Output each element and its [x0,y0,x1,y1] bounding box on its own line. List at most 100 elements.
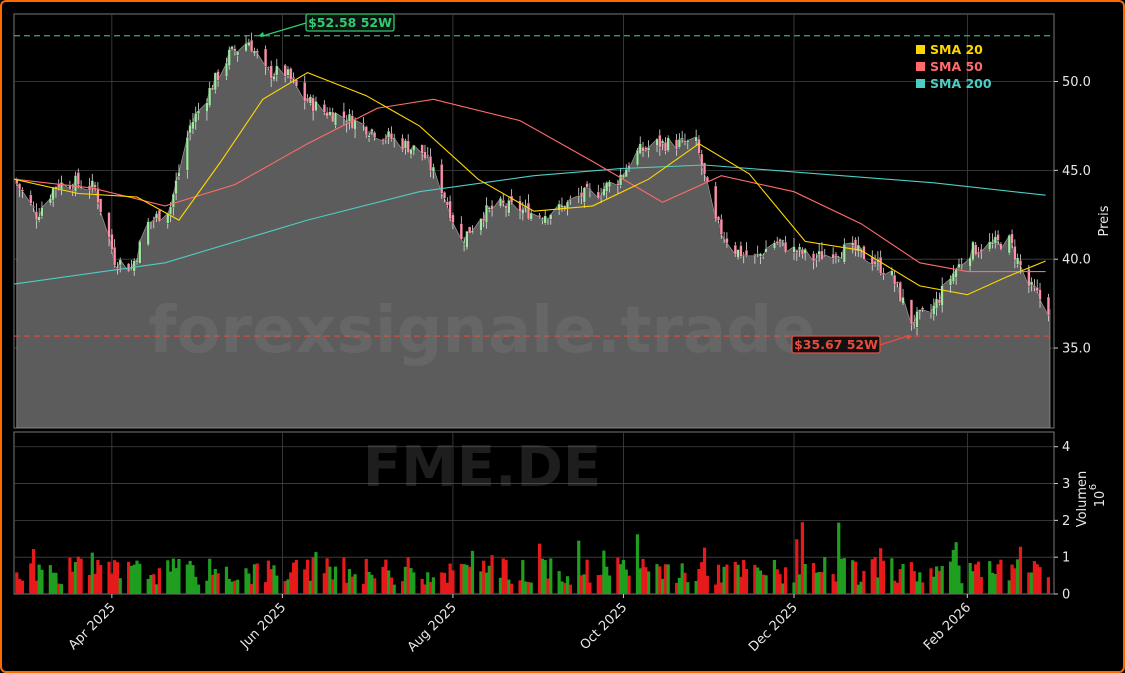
candle-body [1007,235,1011,254]
candle-body [314,101,318,111]
candle-body [812,253,816,262]
candle-body [722,238,726,240]
candle-body [406,140,410,153]
volume-bar [196,584,201,594]
candle-body [403,140,407,149]
candle-body [146,221,150,246]
volume-bar [370,574,374,594]
volume-bar [839,558,844,594]
candle-body [784,241,788,253]
volume-bar [859,581,863,594]
candle-body [409,149,413,155]
candle-body [76,172,80,185]
candle-body [703,162,706,175]
candle-body [381,139,385,142]
volume-bar [543,560,547,594]
volume-bar [1046,577,1051,594]
volume-bar [71,571,75,594]
candle-body [717,216,720,221]
candle-body [96,188,100,203]
candle-body [149,221,153,223]
volume-bar [1035,564,1039,594]
volume-bar [895,582,900,594]
candle-body [71,189,75,192]
volume-bar [224,566,229,594]
candle-body [661,140,665,144]
candle-body [608,181,611,188]
time-tick-label: Oct 2025 [577,600,630,653]
volume-bar [616,557,620,594]
volume-bar [674,582,679,594]
candle-body [236,51,240,56]
candle-body [468,226,472,234]
volume-bar [716,564,721,594]
volume-bar [918,572,922,594]
candlestick-series [15,32,1050,336]
candle-body [211,87,214,91]
volume-bar [127,561,131,594]
candle-body [135,260,139,263]
volume-bar [834,581,838,594]
volume-bar [602,550,606,594]
time-tick-label: Feb 2026 [921,600,974,653]
volume-bar [392,584,396,594]
candle-body [800,249,804,255]
volume-bar [250,583,254,594]
candle-body [479,218,483,231]
volume-bar [960,583,964,594]
volume-multiplier-exponent: 6 [1088,484,1099,490]
candle-body [250,39,254,53]
candle-body [856,244,860,252]
volume-bar [971,571,975,594]
legend-entry-label: SMA 50 [930,59,983,74]
volume-bar [487,565,491,594]
volume-bar [680,563,684,594]
volume-bar [210,574,215,594]
candle-body [1035,287,1039,292]
legend-swatch [916,45,925,54]
candle-body [996,234,1000,241]
candle-body [169,206,173,215]
volume-bar [605,566,609,594]
volume-bar [599,574,603,594]
candle-body [348,113,351,122]
candle-body [462,243,466,245]
volume-bar [490,555,494,594]
volume-bar [498,577,503,594]
candle-body [275,65,279,76]
volume-bar [797,574,802,594]
candle-body [761,254,765,257]
volume-bar [993,573,997,594]
time-tick-label: Dec 2025 [746,600,801,655]
candle-body [303,82,307,102]
volume-bar [526,581,531,594]
volume-bar [345,582,349,594]
candle-body [445,201,449,206]
candle-body [384,138,388,140]
candle-body [34,211,38,221]
sma-20-line [14,71,1046,296]
volume-bar [208,558,212,594]
candle-body [588,188,592,191]
volume-tick-label: 1 [1062,551,1070,566]
candle-body [264,48,268,67]
volume-bar [624,569,628,594]
candle-body [901,297,905,304]
volume-bar [76,556,80,594]
volume-bar [912,571,916,594]
volume-bar [549,558,553,594]
candle-body [538,215,542,218]
volume-bar [775,569,779,594]
volume-bar [409,568,413,594]
volume-bar [54,572,58,594]
volume-bar [216,573,220,594]
candle-body [328,111,332,116]
volume-bar [607,575,612,594]
candle-body [792,246,796,253]
candle-body [756,253,760,255]
candle-body [322,104,326,113]
volume-bar [401,581,405,594]
low-annotation-arrowhead [906,335,913,340]
candle-body [546,218,550,220]
candle-body [854,239,857,252]
